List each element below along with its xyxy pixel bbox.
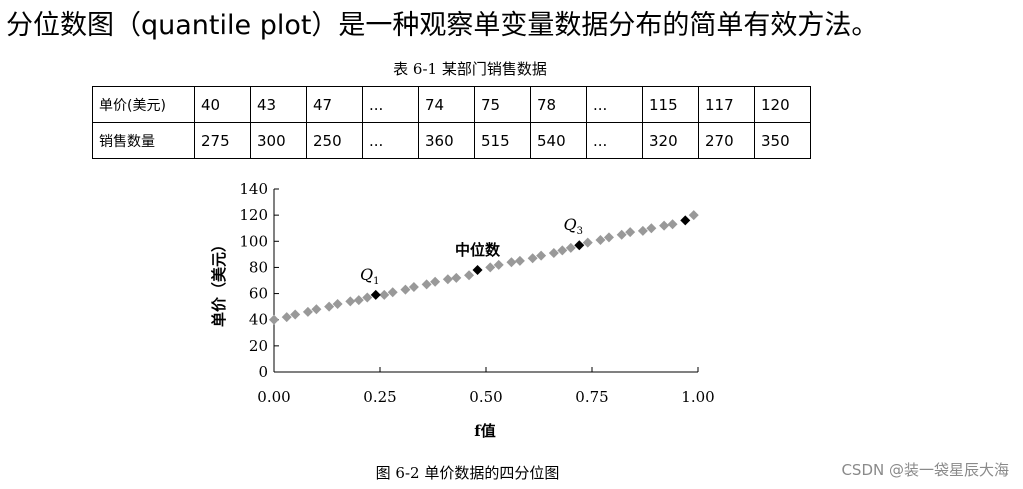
table-cell: 250 [306,122,363,159]
table-cell: 540 [530,122,587,159]
data-point [451,272,462,283]
data-point [430,276,441,287]
data-point [370,289,381,300]
data-point [421,279,432,290]
table-cell: 78 [530,86,587,123]
data-point [472,265,483,276]
y-tick-label: 120 [239,206,268,224]
table-cell: 300 [250,122,307,159]
table-row: 销售数量 275 300 250 ... 360 515 540 ... 320… [92,122,811,159]
data-point [302,306,313,317]
table-cell: 75 [474,86,531,123]
data-point [536,250,547,261]
table-cell: 120 [754,86,811,123]
data-point [387,287,398,298]
y-tick-label: 100 [239,232,268,250]
data-point [688,210,699,221]
data-point [565,242,576,253]
data-point [311,304,322,315]
data-point [527,253,538,264]
data-point [557,245,568,256]
table-caption: 表 6-1 某部门销售数据 [393,60,547,78]
table-cell: 360 [418,122,475,159]
data-point [574,240,585,251]
table-cell: 350 [754,122,811,159]
data-point [362,292,373,303]
x-tick-label: 1.00 [681,388,714,406]
data-point [506,257,517,268]
x-tick-label: 0.25 [363,388,396,406]
y-tick-label: 60 [249,285,268,303]
sales-data-table: 单价(美元) 40 43 47 ... 74 75 78 ... 115 117… [92,86,811,159]
table-cell: 115 [642,86,699,123]
table-cell: ... [362,122,419,159]
data-point [646,223,657,234]
annotation-subscript: 3 [577,226,583,237]
data-point [408,282,419,293]
data-point [680,215,691,226]
table-cell: 74 [418,86,475,123]
watermark: CSDN @装一袋星辰大海 [841,461,1009,479]
data-point [548,248,559,259]
data-point [625,227,636,238]
data-point [616,229,627,240]
data-point [667,219,678,230]
table-row: 单价(美元) 40 43 47 ... 74 75 78 ... 115 117… [92,86,811,123]
table-cell: 43 [250,86,307,123]
x-axis-label: f值 [474,422,495,440]
table-cell: 515 [474,122,531,159]
x-tick-label: 0.00 [257,388,290,406]
data-point [493,259,504,270]
table-cell: 320 [642,122,699,159]
x-tick-label: 0.75 [575,388,608,406]
table-cell: ... [586,86,643,123]
data-point [464,270,475,281]
data-point [442,274,453,285]
data-point [582,237,593,248]
annotation-label: Q3 [564,215,584,237]
data-point [637,225,648,236]
row-header-price: 单价(美元) [92,86,195,123]
y-tick-label: 0 [258,363,268,381]
data-point [281,312,292,323]
table-cell: ... [362,86,419,123]
data-point [353,295,364,306]
data-point [269,314,279,325]
x-tick-label: 0.50 [469,388,502,406]
y-tick-label: 140 [239,180,268,198]
table-cell: 117 [698,86,755,123]
page-heading: 分位数图（quantile plot）是一种观察单变量数据分布的简单有效方法。 [6,10,879,41]
table-cell: 270 [698,122,755,159]
data-point [514,255,525,266]
annotation-label: Q1 [360,265,380,287]
quantile-plot: 单价（美元） f值 0 20 40 60 80 100 120 140 0.00 0.25 0.50… [210,180,715,440]
table-cell: 275 [194,122,251,159]
data-point [659,220,670,231]
table-cell: ... [586,122,643,159]
data-point [595,234,606,245]
data-point [603,232,614,243]
annotation-subscript: 1 [373,276,379,287]
data-point [485,262,496,273]
data-point [400,284,411,295]
y-axis-label: 单价（美元） [210,237,228,327]
data-point [324,301,335,312]
data-point [345,296,356,307]
y-tick-label: 20 [249,337,268,355]
y-tick-label: 40 [249,311,268,329]
table-cell: 47 [306,86,363,123]
figure-caption: 图 6-2 单价数据的四分位图 [375,464,560,482]
row-header-quantity: 销售数量 [92,122,195,159]
annotation-label: 中位数 [455,241,501,259]
y-tick-label: 80 [249,258,268,276]
data-point [332,299,343,310]
data-point [379,289,390,300]
data-point [290,309,301,320]
table-cell: 40 [194,86,251,123]
